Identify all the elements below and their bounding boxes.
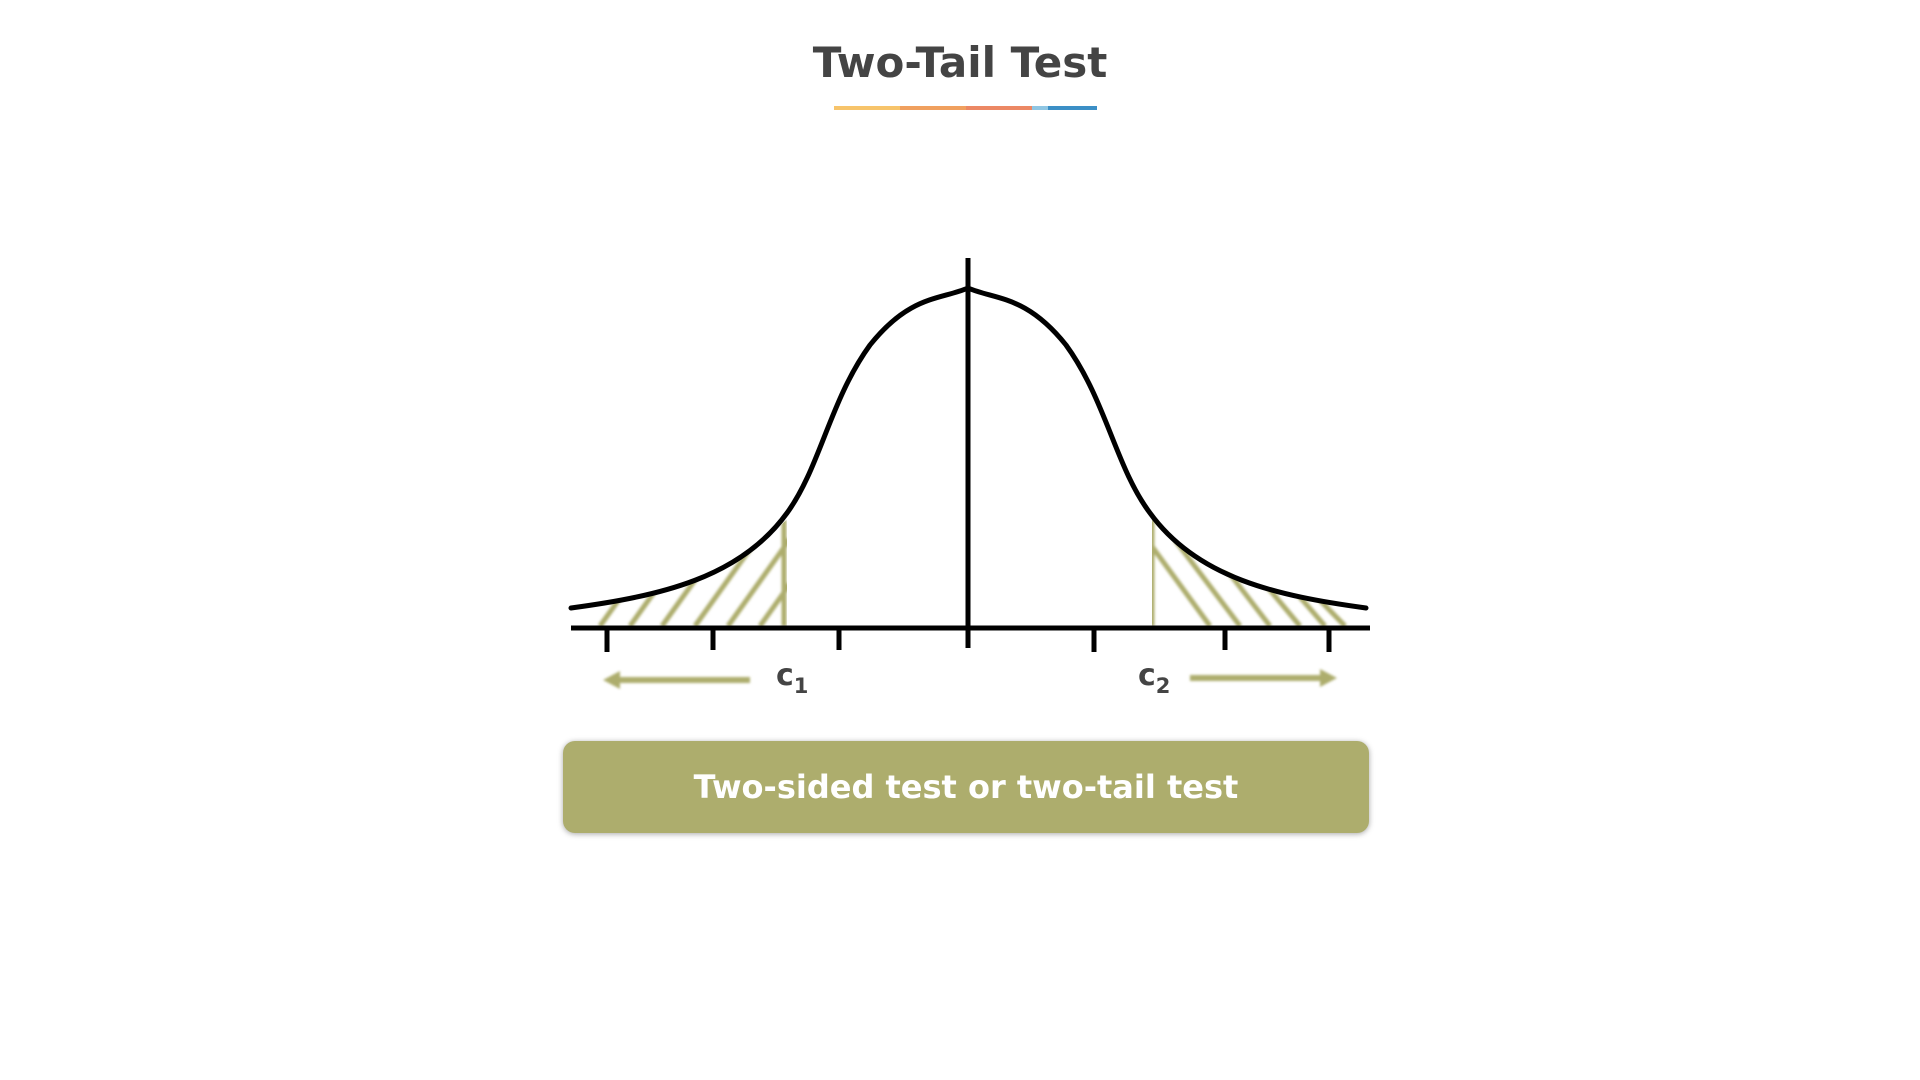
page-title: Two-Tail Test [812, 38, 1108, 87]
underline-segment-5 [1048, 106, 1097, 110]
title-underline [834, 106, 1097, 110]
c2-subscript: 2 [1155, 674, 1171, 698]
left-arrow-icon [603, 671, 750, 689]
underline-segment-3 [966, 106, 1032, 110]
axis-ticks [604, 628, 1332, 652]
c1-subscript: 1 [793, 674, 809, 698]
underline-segment-2 [900, 106, 966, 110]
right-arrow-icon [1190, 669, 1337, 687]
critical-value-c2-label: c2 [1138, 658, 1170, 698]
c2-letter: c [1138, 658, 1156, 693]
c1-letter: c [776, 658, 794, 693]
caption-box: Two-sided test or two-tail test [563, 741, 1369, 833]
underline-segment-1 [834, 106, 900, 110]
caption-text: Two-sided test or two-tail test [693, 768, 1239, 806]
underline-segment-4 [1032, 106, 1048, 110]
critical-value-c1-label: c1 [776, 658, 808, 698]
